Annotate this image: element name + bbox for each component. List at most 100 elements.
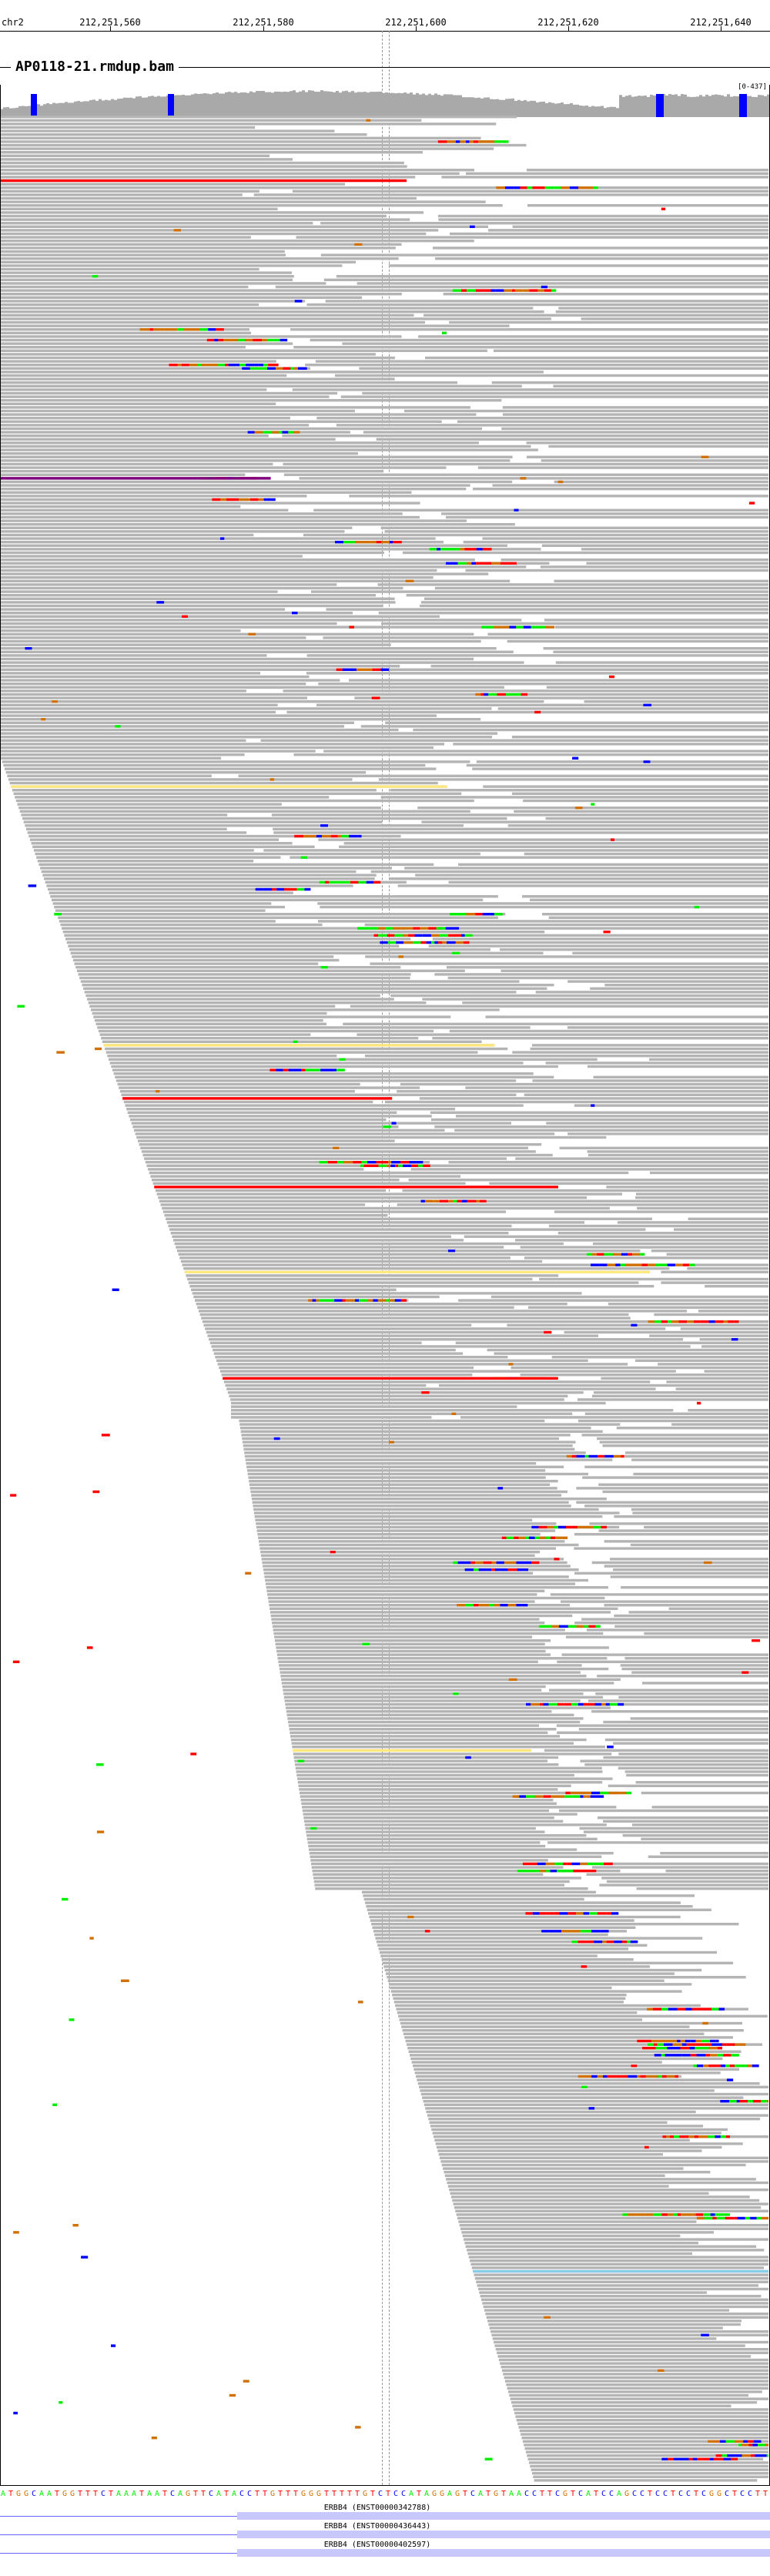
read-softclip-base — [578, 1791, 583, 1795]
reference-base: A — [132, 2490, 137, 2498]
read-softclip-base — [357, 927, 366, 930]
read-softclip-base — [220, 498, 227, 501]
read — [578, 1728, 768, 1731]
read-softclip-base — [719, 2440, 726, 2443]
read-softclip-base — [216, 328, 224, 331]
read-softclip-base — [475, 913, 483, 916]
read — [486, 2316, 768, 2319]
read — [574, 1533, 768, 1536]
gene-track-erbb4-436443[interactable]: ERBB4 (ENST00000436443) — [0, 2522, 770, 2539]
read — [0, 204, 503, 207]
read-softclip-base — [752, 2444, 758, 2447]
read — [0, 247, 396, 250]
read-softclip-base — [343, 1161, 353, 1164]
read — [23, 820, 382, 823]
read — [541, 544, 768, 547]
read — [303, 1813, 578, 1816]
coverage-bar — [216, 92, 219, 117]
read — [116, 1079, 517, 1082]
read-softclip-base — [593, 1525, 601, 1529]
read — [290, 1735, 561, 1738]
read — [180, 1259, 543, 1263]
coverage-bar — [594, 106, 598, 117]
read — [0, 169, 474, 172]
read — [0, 196, 417, 200]
gene-label: ERBB4 (ENST00000342788) — [323, 2504, 431, 2512]
read-softclip-base — [420, 941, 427, 944]
read-mismatch — [52, 700, 59, 703]
coverage-bar — [271, 92, 274, 117]
read-softclip-base — [542, 1525, 547, 1529]
read — [487, 632, 768, 636]
read — [511, 792, 768, 795]
read — [502, 413, 768, 416]
read-softclip-base — [735, 2043, 738, 2046]
read — [534, 2479, 758, 2482]
read-softclip-base — [408, 934, 415, 937]
read — [416, 2075, 681, 2078]
coverage-bar — [206, 93, 209, 117]
alignment-reads-track[interactable] — [0, 116, 770, 2484]
read — [296, 1773, 574, 1777]
gene-track-erbb4-402597[interactable]: ERBB4 (ENST00000402597) — [0, 2541, 770, 2558]
read — [457, 2216, 714, 2220]
read-softclip-base — [576, 1912, 584, 1915]
read — [0, 484, 470, 487]
read-softclip-base — [523, 626, 531, 629]
read — [162, 1210, 507, 1213]
reference-base: C — [740, 2490, 745, 2498]
read-softclip-base — [476, 1199, 480, 1202]
read — [577, 1398, 768, 1401]
read — [292, 1746, 605, 1749]
coverage-bar — [450, 94, 453, 117]
read — [245, 1458, 613, 1461]
read — [126, 1108, 456, 1111]
read — [463, 541, 768, 544]
read-softclip-base — [304, 887, 311, 891]
read — [622, 1834, 768, 1837]
read — [492, 484, 768, 487]
read — [148, 1168, 364, 1171]
read-discordant — [473, 2269, 768, 2273]
read-mismatch — [89, 1937, 94, 1940]
track-header[interactable]: AP0118-21.rmdup.bam — [0, 54, 770, 77]
read-softclip-base — [259, 367, 268, 370]
read — [588, 1699, 768, 1702]
coverage-bar — [413, 94, 416, 117]
read-softclip-base — [578, 2075, 584, 2078]
read-softclip-base — [628, 1253, 633, 1256]
genome-ruler: chr2 212,251,560 212,251,580 212,251,600… — [0, 0, 770, 32]
read-softclip-base — [618, 1702, 624, 1706]
read — [419, 2085, 768, 2088]
reference-base: T — [763, 2490, 768, 2498]
read — [311, 1866, 564, 1869]
read-softclip-base — [551, 1625, 560, 1628]
gene-track-erbb4-342788[interactable]: ERBB4 (ENST00000342788) — [0, 2504, 770, 2521]
read — [364, 1055, 769, 1058]
read — [156, 1192, 622, 1196]
read — [470, 2259, 768, 2262]
read-softclip-base — [272, 431, 279, 434]
read-softclip-base — [490, 289, 496, 292]
read-mismatch — [607, 1746, 614, 1749]
read-softclip-base — [546, 1625, 552, 1628]
coverage-bar — [129, 97, 132, 117]
read — [485, 1015, 768, 1018]
reference-base: A — [617, 2490, 622, 2498]
read — [318, 683, 768, 686]
read — [260, 1554, 535, 1557]
reference-base: C — [578, 2490, 584, 2498]
read-softclip-base — [400, 1161, 410, 1164]
read-softclip-base — [469, 140, 474, 143]
read — [474, 2273, 768, 2276]
read — [263, 1565, 571, 1568]
read-softclip-base — [329, 880, 338, 884]
read-softclip-base — [604, 1862, 608, 1866]
coverage-track[interactable] — [0, 85, 770, 117]
track-title[interactable]: AP0118-21.rmdup.bam — [11, 59, 179, 75]
read — [17, 803, 282, 806]
read-softclip-base — [246, 364, 255, 367]
coverage-bar — [145, 97, 148, 117]
read — [704, 1370, 768, 1373]
reference-base: A — [409, 2490, 414, 2498]
